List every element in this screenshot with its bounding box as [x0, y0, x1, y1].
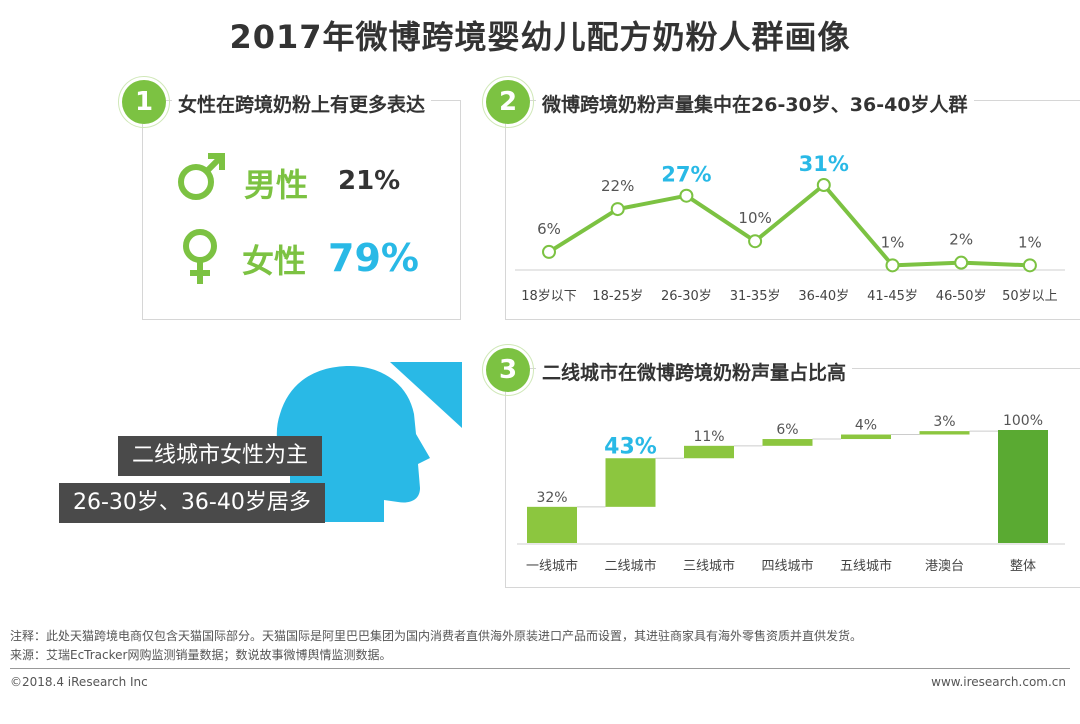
x-tick-label: 31-35岁	[730, 289, 781, 304]
x-tick-label: 五线城市	[840, 558, 892, 574]
data-label: 31%	[799, 152, 849, 176]
x-tick-label: 四线城市	[761, 558, 813, 574]
data-label: 10%	[738, 209, 771, 227]
city-panel	[505, 368, 1080, 588]
data-label: 1%	[1018, 233, 1042, 251]
x-tick-label: 41-45岁	[867, 289, 918, 304]
site-url: www.iresearch.com.cn	[931, 675, 1066, 689]
data-label: 4%	[855, 418, 877, 434]
age-line-chart: 6% 18岁以下 22% 18-25岁 27% 26-30岁 10% 31-35岁 31% 36-…	[515, 152, 1065, 304]
data-point	[542, 244, 556, 259]
footer-source: 来源：艾瑞EcTracker网购监测销量数据；数说故事微博舆情监测数据。	[10, 648, 392, 662]
data-label: 2%	[949, 231, 973, 249]
male-label: 男性	[244, 166, 309, 204]
male-icon	[178, 153, 225, 200]
data-label: 43%	[604, 434, 657, 459]
gender-panel	[142, 100, 461, 320]
x-tick-label: 36-40岁	[798, 289, 849, 304]
data-label: 27%	[661, 163, 711, 187]
bar	[762, 439, 813, 446]
copyright: ©2018.4 iResearch Inc	[10, 675, 148, 689]
data-label: 11%	[693, 429, 724, 445]
data-point	[748, 234, 763, 249]
panel-1-heading: 女性在跨境奶粉上有更多表达	[172, 90, 432, 117]
footer-divider	[10, 668, 1070, 669]
female-icon	[183, 229, 217, 284]
female-label: 女性	[242, 242, 307, 280]
x-tick-label: 26-30岁	[661, 289, 712, 304]
persona-line-1: 二线城市女性为主	[118, 436, 323, 476]
x-tick-label: 三线城市	[683, 558, 735, 574]
series-line	[547, 183, 1030, 268]
data-point	[954, 255, 969, 270]
x-tick-label: 港澳台	[925, 558, 964, 574]
data-label: 6%	[537, 220, 561, 238]
male-value: 21%	[338, 166, 401, 196]
data-point	[1022, 258, 1037, 273]
data-point	[885, 258, 900, 273]
data-label: 6%	[776, 422, 798, 438]
data-point	[816, 178, 831, 192]
bar	[605, 458, 656, 507]
x-tick-label: 50岁以上	[1002, 289, 1058, 304]
panel-1-number: 1	[118, 76, 170, 128]
bar	[919, 431, 970, 435]
bar	[527, 506, 577, 543]
city-waterfall-chart: 32% 一线城市 43% 二线城市 11% 三线城市 6% 四线城市 4% 五线城市 3% 港澳台 10…	[517, 413, 1065, 574]
data-point	[610, 202, 625, 217]
bar	[998, 430, 1048, 543]
data-label: 1%	[881, 233, 905, 251]
panel-2-heading: 微博跨境奶粉声量集中在26-30岁、36-40岁人群	[536, 90, 974, 117]
data-label: 100%	[1003, 413, 1043, 429]
x-tick-label: 46-50岁	[936, 289, 987, 304]
x-tick-label: 18-25岁	[592, 289, 643, 304]
female-value: 79%	[328, 236, 419, 280]
x-tick-label: 二线城市	[604, 558, 656, 574]
panel-2-number: 2	[482, 76, 534, 128]
bar	[684, 445, 734, 459]
panel-3-number: 3	[482, 344, 534, 396]
data-point	[679, 188, 694, 203]
x-tick-label: 18岁以下	[521, 289, 577, 304]
x-tick-label: 整体	[1010, 559, 1036, 574]
persona-line-2: 26-30岁、36-40岁居多	[59, 483, 325, 523]
footer-note: 注释：此处天猫跨境电商仅包含天猫国际部分。天猫国际是阿里巴巴集团为国内消费者直供…	[10, 629, 863, 643]
x-tick-label: 一线城市	[526, 558, 578, 574]
data-label: 22%	[601, 177, 634, 195]
bar	[841, 434, 891, 440]
page-title: 2017年微博跨境婴幼儿配方奶粉人群画像	[229, 18, 851, 56]
panel-3-heading: 二线城市在微博跨境奶粉声量占比高	[536, 358, 853, 385]
data-label: 32%	[536, 490, 567, 506]
data-label: 3%	[933, 414, 955, 430]
